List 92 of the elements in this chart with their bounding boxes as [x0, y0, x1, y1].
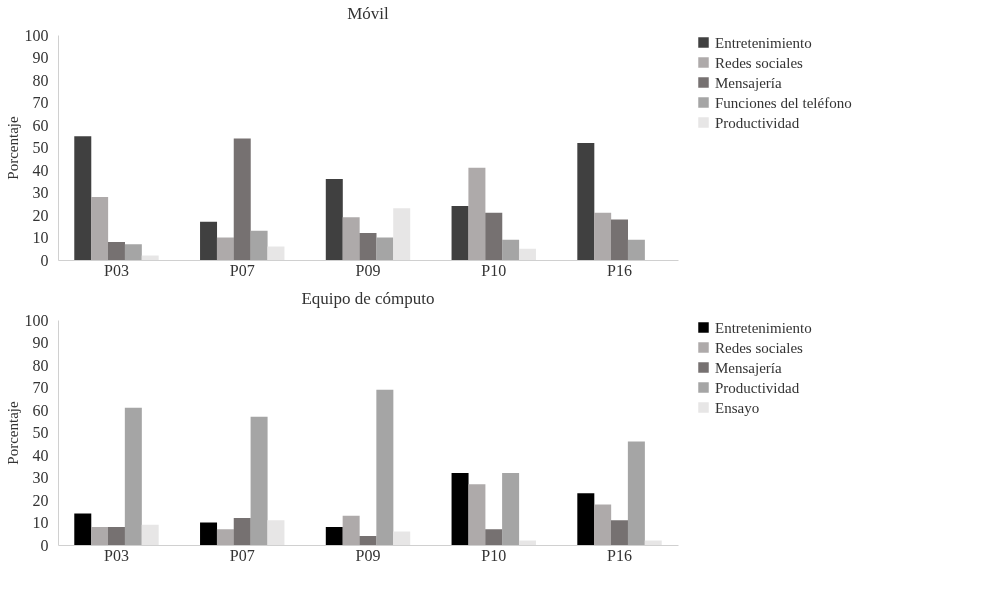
y-tick-label: 50 [32, 139, 49, 156]
bar [342, 515, 360, 545]
bar [325, 179, 343, 260]
bar [376, 389, 394, 545]
y-tick-label: 100 [24, 311, 49, 329]
y-tick-label: 40 [32, 161, 49, 179]
bar [216, 529, 234, 545]
bar [200, 522, 218, 545]
x-tick-label: P10 [481, 546, 507, 564]
bar [577, 143, 595, 260]
x-tick-label: P09 [355, 261, 381, 279]
bar [267, 246, 285, 260]
bar [451, 473, 469, 545]
bar [141, 524, 159, 545]
bar [468, 167, 486, 260]
y-tick-label: 60 [32, 401, 49, 419]
legend-label: Mensajería [715, 359, 782, 376]
x-tick-label: P03 [104, 546, 129, 564]
bar [611, 219, 629, 260]
bar [468, 484, 486, 545]
legend-label: Redes sociales [715, 339, 804, 356]
y-tick-label: 10 [32, 514, 49, 531]
bar [91, 197, 109, 260]
y-tick-label: 70 [32, 94, 49, 111]
y-tick-label: 80 [32, 356, 49, 374]
bar [393, 208, 411, 260]
bar [594, 504, 612, 545]
bar [74, 136, 92, 260]
x-tick-label: P16 [607, 546, 632, 564]
bar [325, 527, 343, 545]
bar [124, 407, 142, 545]
bar [216, 237, 234, 260]
y-tick-label: 60 [32, 116, 49, 134]
bar [359, 536, 377, 545]
bar [577, 493, 595, 545]
legend-label: Productividad [715, 114, 800, 131]
bar [107, 527, 125, 545]
x-tick-label: P09 [355, 546, 381, 564]
legend-label: Entretenimiento [715, 34, 812, 51]
bar [611, 520, 629, 545]
y-tick-label: 20 [32, 491, 49, 509]
y-tick-label: 100 [24, 26, 49, 44]
legend-label: Ensayo [715, 399, 760, 416]
bar [107, 242, 125, 260]
y-tick-label: 90 [32, 49, 49, 66]
y-tick-label: 70 [32, 379, 49, 396]
y-tick-label: 30 [32, 184, 49, 201]
y-axis-title: Porcentaje [4, 401, 21, 465]
legend-label: Redes sociales [715, 54, 804, 71]
bar [359, 233, 377, 260]
bar [627, 441, 645, 545]
bar [518, 248, 536, 260]
bar [250, 230, 268, 260]
bar [502, 473, 520, 545]
bar [233, 518, 251, 545]
legend-label: Entretenimiento [715, 319, 812, 336]
bar [627, 239, 645, 260]
bar [233, 138, 251, 260]
x-tick-label: P16 [607, 261, 632, 279]
x-tick-label: P07 [229, 546, 255, 564]
y-tick-label: 0 [40, 536, 49, 554]
bar [200, 221, 218, 260]
bar [485, 212, 503, 260]
bar [124, 244, 142, 260]
bar [485, 529, 503, 545]
y-tick-label: 30 [32, 469, 49, 486]
x-tick-label: P07 [229, 261, 255, 279]
chart-title: Móvil [347, 4, 390, 23]
legend-label: Mensajería [715, 74, 782, 91]
y-tick-label: 80 [32, 71, 49, 89]
x-tick-label: P10 [481, 261, 507, 279]
bar [342, 217, 360, 260]
y-tick-label: 50 [32, 424, 49, 441]
bar [502, 239, 520, 260]
bar [250, 416, 268, 545]
bar [267, 520, 285, 545]
bar [393, 531, 411, 545]
y-tick-label: 40 [32, 446, 49, 464]
chart-title: Equipo de cómputo [301, 289, 435, 308]
y-axis-title: Porcentaje [4, 116, 21, 180]
y-tick-label: 10 [32, 229, 49, 246]
legend-label: Productividad [715, 379, 800, 396]
x-tick-label: P03 [104, 261, 129, 279]
bar [74, 513, 92, 545]
bar [594, 212, 612, 260]
bar [91, 527, 109, 545]
bar [451, 206, 469, 260]
legend-label: Funciones del teléfono [715, 94, 852, 111]
y-tick-label: 90 [32, 334, 49, 351]
bar [376, 237, 394, 260]
y-tick-label: 20 [32, 206, 49, 224]
y-tick-label: 0 [40, 251, 49, 269]
